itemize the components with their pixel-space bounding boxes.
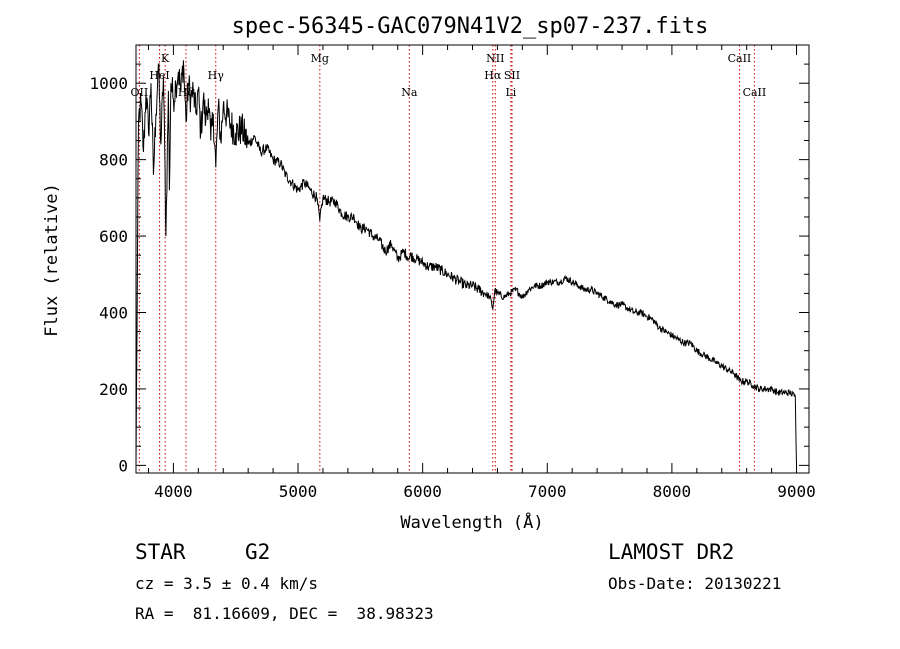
line-marker-label: Hα bbox=[484, 69, 502, 82]
y-tick-label: 1000 bbox=[89, 74, 128, 93]
line-marker-label: CaII bbox=[728, 52, 752, 65]
x-axis-label: Wavelength (Å) bbox=[400, 511, 543, 533]
x-tick-label: 4000 bbox=[154, 482, 193, 501]
line-marker-label: SII bbox=[504, 69, 520, 82]
y-tick-label: 0 bbox=[118, 456, 128, 475]
line-marker-label: HeI bbox=[149, 69, 169, 82]
line-marker-label: Mg bbox=[311, 52, 329, 65]
line-marker-label: Li bbox=[505, 86, 516, 99]
x-tick-label: 8000 bbox=[653, 482, 692, 501]
axes-group: 4000 5000 6000 7000 8000 9000 0 200 400 600 800 100… bbox=[89, 44, 816, 501]
class-label: STAR bbox=[135, 540, 186, 564]
chart-title: spec-56345-GAC079N41V2_sp07-237.fits bbox=[232, 14, 709, 39]
marker-labels: OII K HeI Hδ Hγ Mg Na NII Hα SII Li CaII CaII bbox=[131, 52, 767, 99]
cz-value: cz = 3.5 ± 0.4 km/s bbox=[135, 574, 319, 593]
obs-date: Obs-Date: 20130221 bbox=[608, 574, 782, 593]
survey-label: LAMOST DR2 bbox=[608, 540, 735, 564]
y-tick-label: 200 bbox=[99, 380, 128, 399]
line-markers bbox=[138, 45, 755, 473]
line-marker-label: Hγ bbox=[208, 69, 225, 82]
spectrum-line bbox=[135, 60, 797, 466]
subclass-label: G2 bbox=[245, 540, 271, 564]
line-marker-label: CaII bbox=[743, 86, 767, 99]
x-tick-label: 9000 bbox=[777, 482, 816, 501]
y-tick-label: 600 bbox=[99, 227, 128, 246]
y-axis-label: Flux (relative) bbox=[42, 183, 62, 337]
line-marker-label: K bbox=[161, 52, 170, 65]
y-tick-label: 400 bbox=[99, 304, 128, 323]
plot-frame bbox=[135, 44, 810, 474]
x-tick-label: 5000 bbox=[279, 482, 318, 501]
line-marker-label: OII bbox=[131, 86, 149, 99]
line-marker-label: Hδ bbox=[178, 86, 195, 99]
y-tick-label: 800 bbox=[99, 151, 128, 170]
x-tick-label: 6000 bbox=[403, 482, 442, 501]
line-marker-label: Na bbox=[401, 86, 418, 99]
series-group bbox=[135, 60, 797, 466]
coordinates: RA = 81.16609, DEC = 38.98323 bbox=[135, 604, 434, 623]
x-tick-label: 7000 bbox=[528, 482, 567, 501]
line-marker-label: NII bbox=[486, 52, 504, 65]
